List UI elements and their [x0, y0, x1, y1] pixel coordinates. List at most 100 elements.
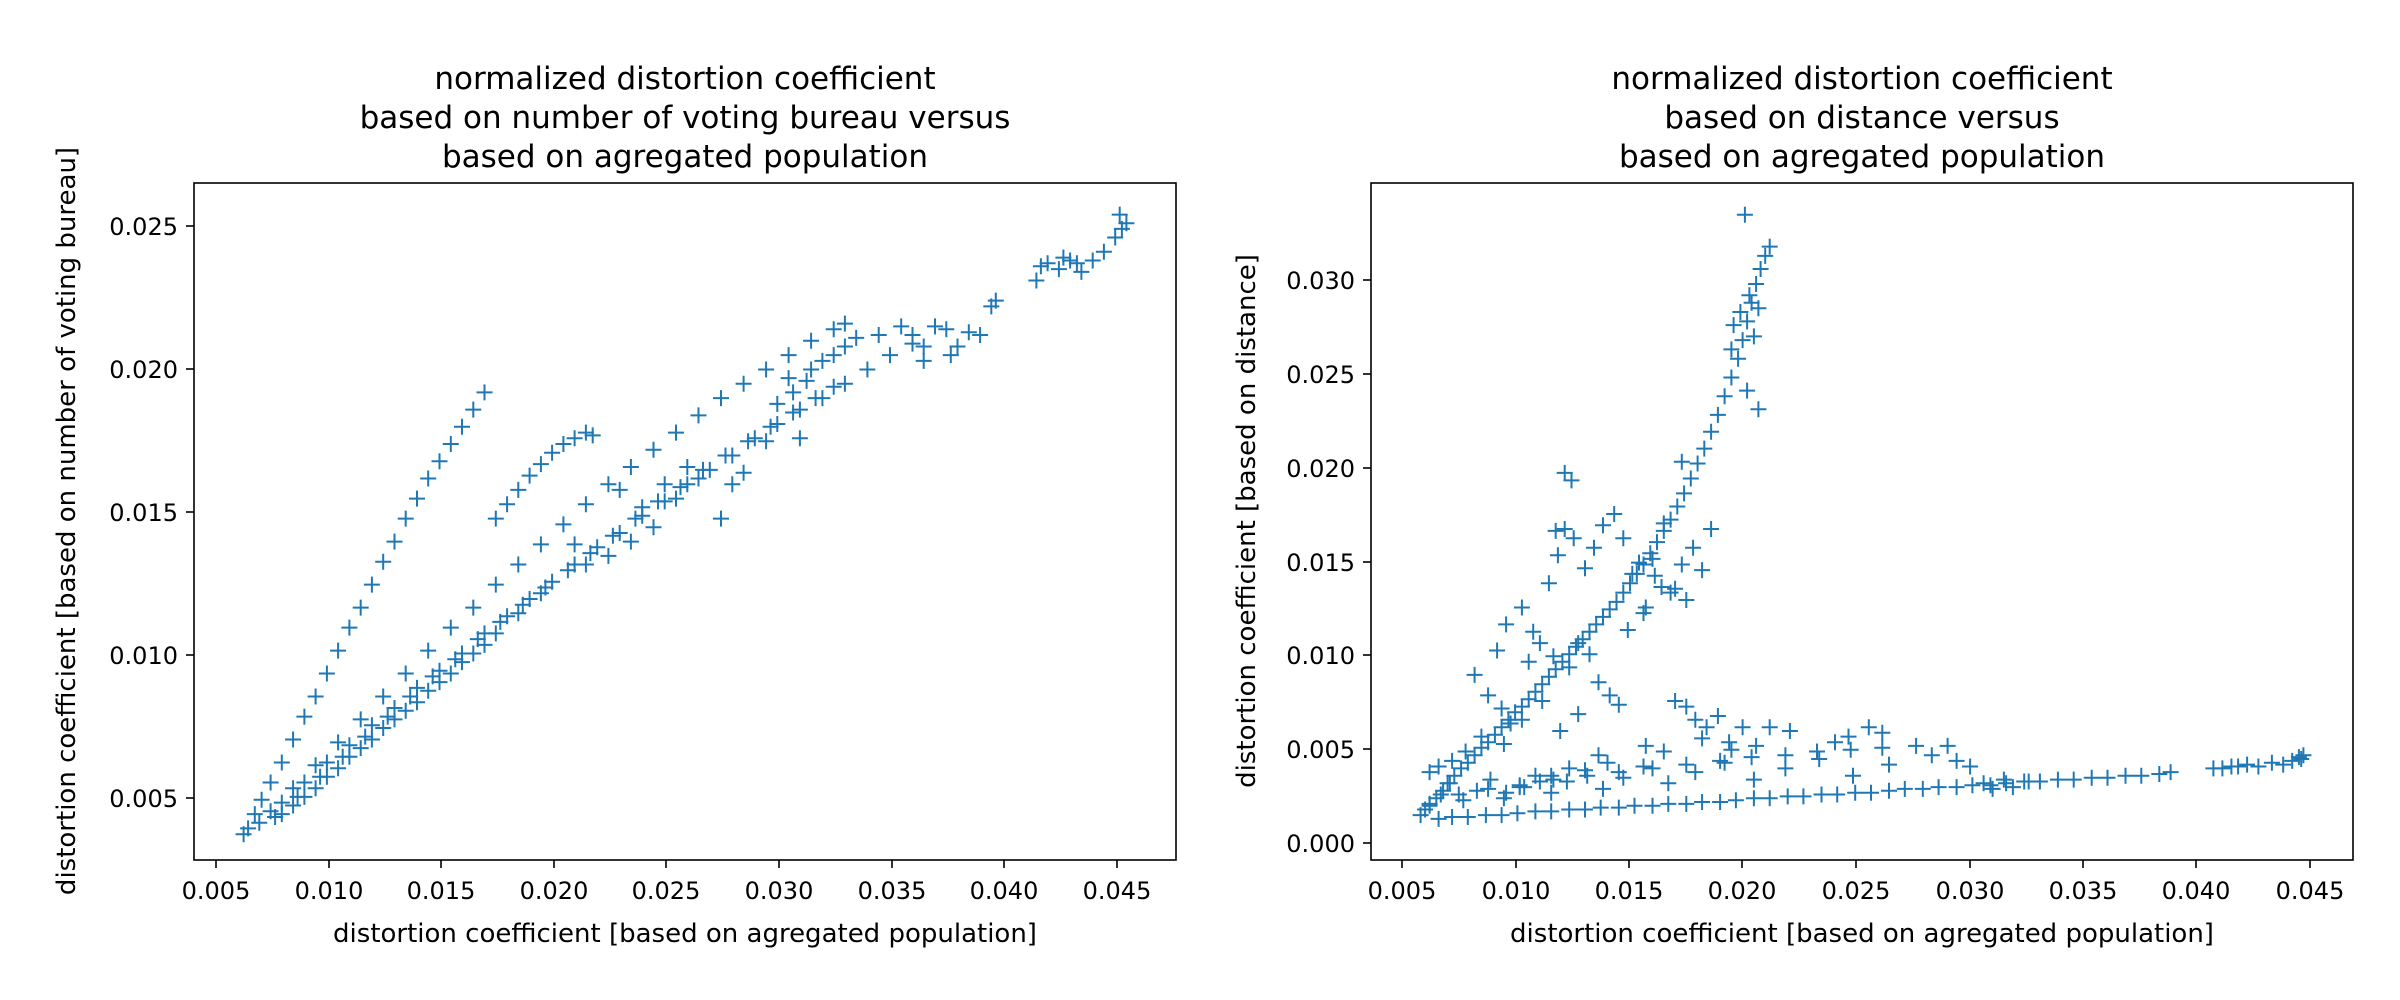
scatter-point — [1446, 767, 1463, 784]
scatter-point — [1468, 782, 1485, 799]
scatter-point — [1660, 775, 1677, 792]
scatter-point — [1667, 693, 1684, 709]
y-tick-label: 0.010 — [109, 642, 178, 670]
scatter-point — [1455, 792, 1472, 809]
scatter-point — [1809, 743, 1825, 760]
scatter-point — [1588, 616, 1605, 633]
scatter-point — [1734, 719, 1751, 736]
scatter-point — [1547, 661, 1564, 678]
scatter-point — [454, 654, 470, 671]
scatter-point — [1493, 700, 1510, 717]
scatter-point — [650, 493, 666, 510]
scatter-point — [1709, 406, 1726, 423]
y-tick-label: 0.015 — [1286, 549, 1355, 577]
scatter-point — [2290, 749, 2307, 766]
scatter-point — [1520, 691, 1537, 708]
scatter-point — [1984, 780, 2001, 797]
scatter-point — [2239, 756, 2256, 773]
scatter-point — [1757, 247, 1774, 264]
x-tick-label: 0.020 — [520, 877, 589, 905]
scatter-point — [1477, 807, 1494, 824]
scatter-point — [1687, 711, 1704, 728]
scatter-point — [1874, 739, 1891, 756]
scatter-point — [487, 510, 504, 527]
scatter-point — [758, 361, 775, 378]
scatter-point — [746, 430, 763, 447]
x-tick-label: 0.010 — [295, 877, 364, 905]
scatter-point — [1570, 635, 1587, 652]
scatter-point — [1577, 801, 1593, 818]
scatter-point — [1840, 728, 1857, 745]
scatter-point — [577, 496, 594, 513]
scatter-point — [510, 605, 527, 622]
chart-right-title-line-3: based on agregated population — [1619, 139, 2105, 175]
scatter-point — [1725, 317, 1742, 334]
scatter-point — [1964, 777, 1981, 794]
scatter-point — [285, 731, 302, 748]
scatter-point — [1732, 304, 1749, 320]
scatter-point — [1644, 550, 1661, 567]
scatter-point — [1565, 530, 1582, 547]
scatter-point — [1795, 788, 1812, 805]
scatter-point — [1118, 215, 1135, 232]
scatter-point — [1745, 771, 1762, 788]
scatter-point — [1881, 756, 1897, 773]
scatter-point — [1473, 728, 1490, 745]
scatter-point — [521, 467, 538, 484]
scatter-point — [285, 780, 302, 797]
scatter-point — [780, 347, 797, 364]
scatter-point — [273, 754, 290, 771]
scatter-point — [611, 525, 628, 541]
chart-right-x-ticks: 0.005 0.010 0.015 0.020 0.025 0.030 0.03… — [1368, 860, 2344, 905]
scatter-point — [1482, 771, 1499, 788]
x-tick-label: 0.005 — [182, 877, 251, 905]
scatter-point — [1975, 775, 1992, 792]
scatter-point — [454, 418, 470, 435]
scatter-point — [431, 674, 448, 691]
scatter-point — [465, 599, 482, 616]
scatter-point — [442, 619, 459, 636]
scatter-point — [386, 711, 403, 728]
scatter-point — [532, 536, 549, 553]
scatter-point — [1615, 769, 1632, 786]
scatter-point — [740, 433, 757, 450]
scatter-point — [814, 352, 831, 369]
scatter-point — [1694, 794, 1711, 810]
scatter-point — [1055, 249, 1072, 266]
chart-left: normalized distortion coefficient based … — [52, 61, 1177, 949]
scatter-point — [251, 814, 268, 831]
scatter-point — [1709, 708, 1726, 724]
scatter-point — [1669, 498, 1686, 515]
scatter-point — [566, 536, 583, 553]
scatter-point — [600, 547, 617, 564]
scatter-point — [420, 642, 437, 659]
y-tick-label: 0.015 — [109, 499, 178, 527]
scatter-point — [1635, 758, 1652, 775]
scatter-point — [397, 665, 414, 682]
scatter-point — [465, 401, 482, 418]
scatter-point — [1421, 764, 1438, 781]
scatter-point — [1534, 693, 1551, 709]
scatter-point — [1586, 539, 1602, 556]
scatter-point — [1441, 775, 1458, 792]
scatter-point — [1745, 790, 1762, 807]
scatter-point — [1622, 575, 1638, 592]
scatter-point — [1595, 608, 1611, 625]
scatter-point — [2133, 767, 2150, 784]
scatter-point — [1689, 455, 1706, 472]
scatter-point — [1687, 764, 1704, 781]
scatter-point — [2293, 751, 2310, 767]
scatter-point — [679, 476, 696, 493]
scatter-point — [836, 375, 853, 392]
x-tick-label: 0.030 — [745, 877, 814, 905]
scatter-point — [780, 370, 797, 387]
scatter-point — [246, 806, 263, 823]
scatter-point — [566, 430, 583, 447]
scatter-point — [1531, 635, 1548, 652]
scatter-point — [1549, 547, 1566, 564]
scatter-point — [2214, 760, 2231, 777]
scatter-point — [717, 447, 734, 464]
scatter-point — [1914, 780, 1931, 797]
scatter-point — [1930, 779, 1947, 796]
scatter-point — [1568, 638, 1584, 655]
